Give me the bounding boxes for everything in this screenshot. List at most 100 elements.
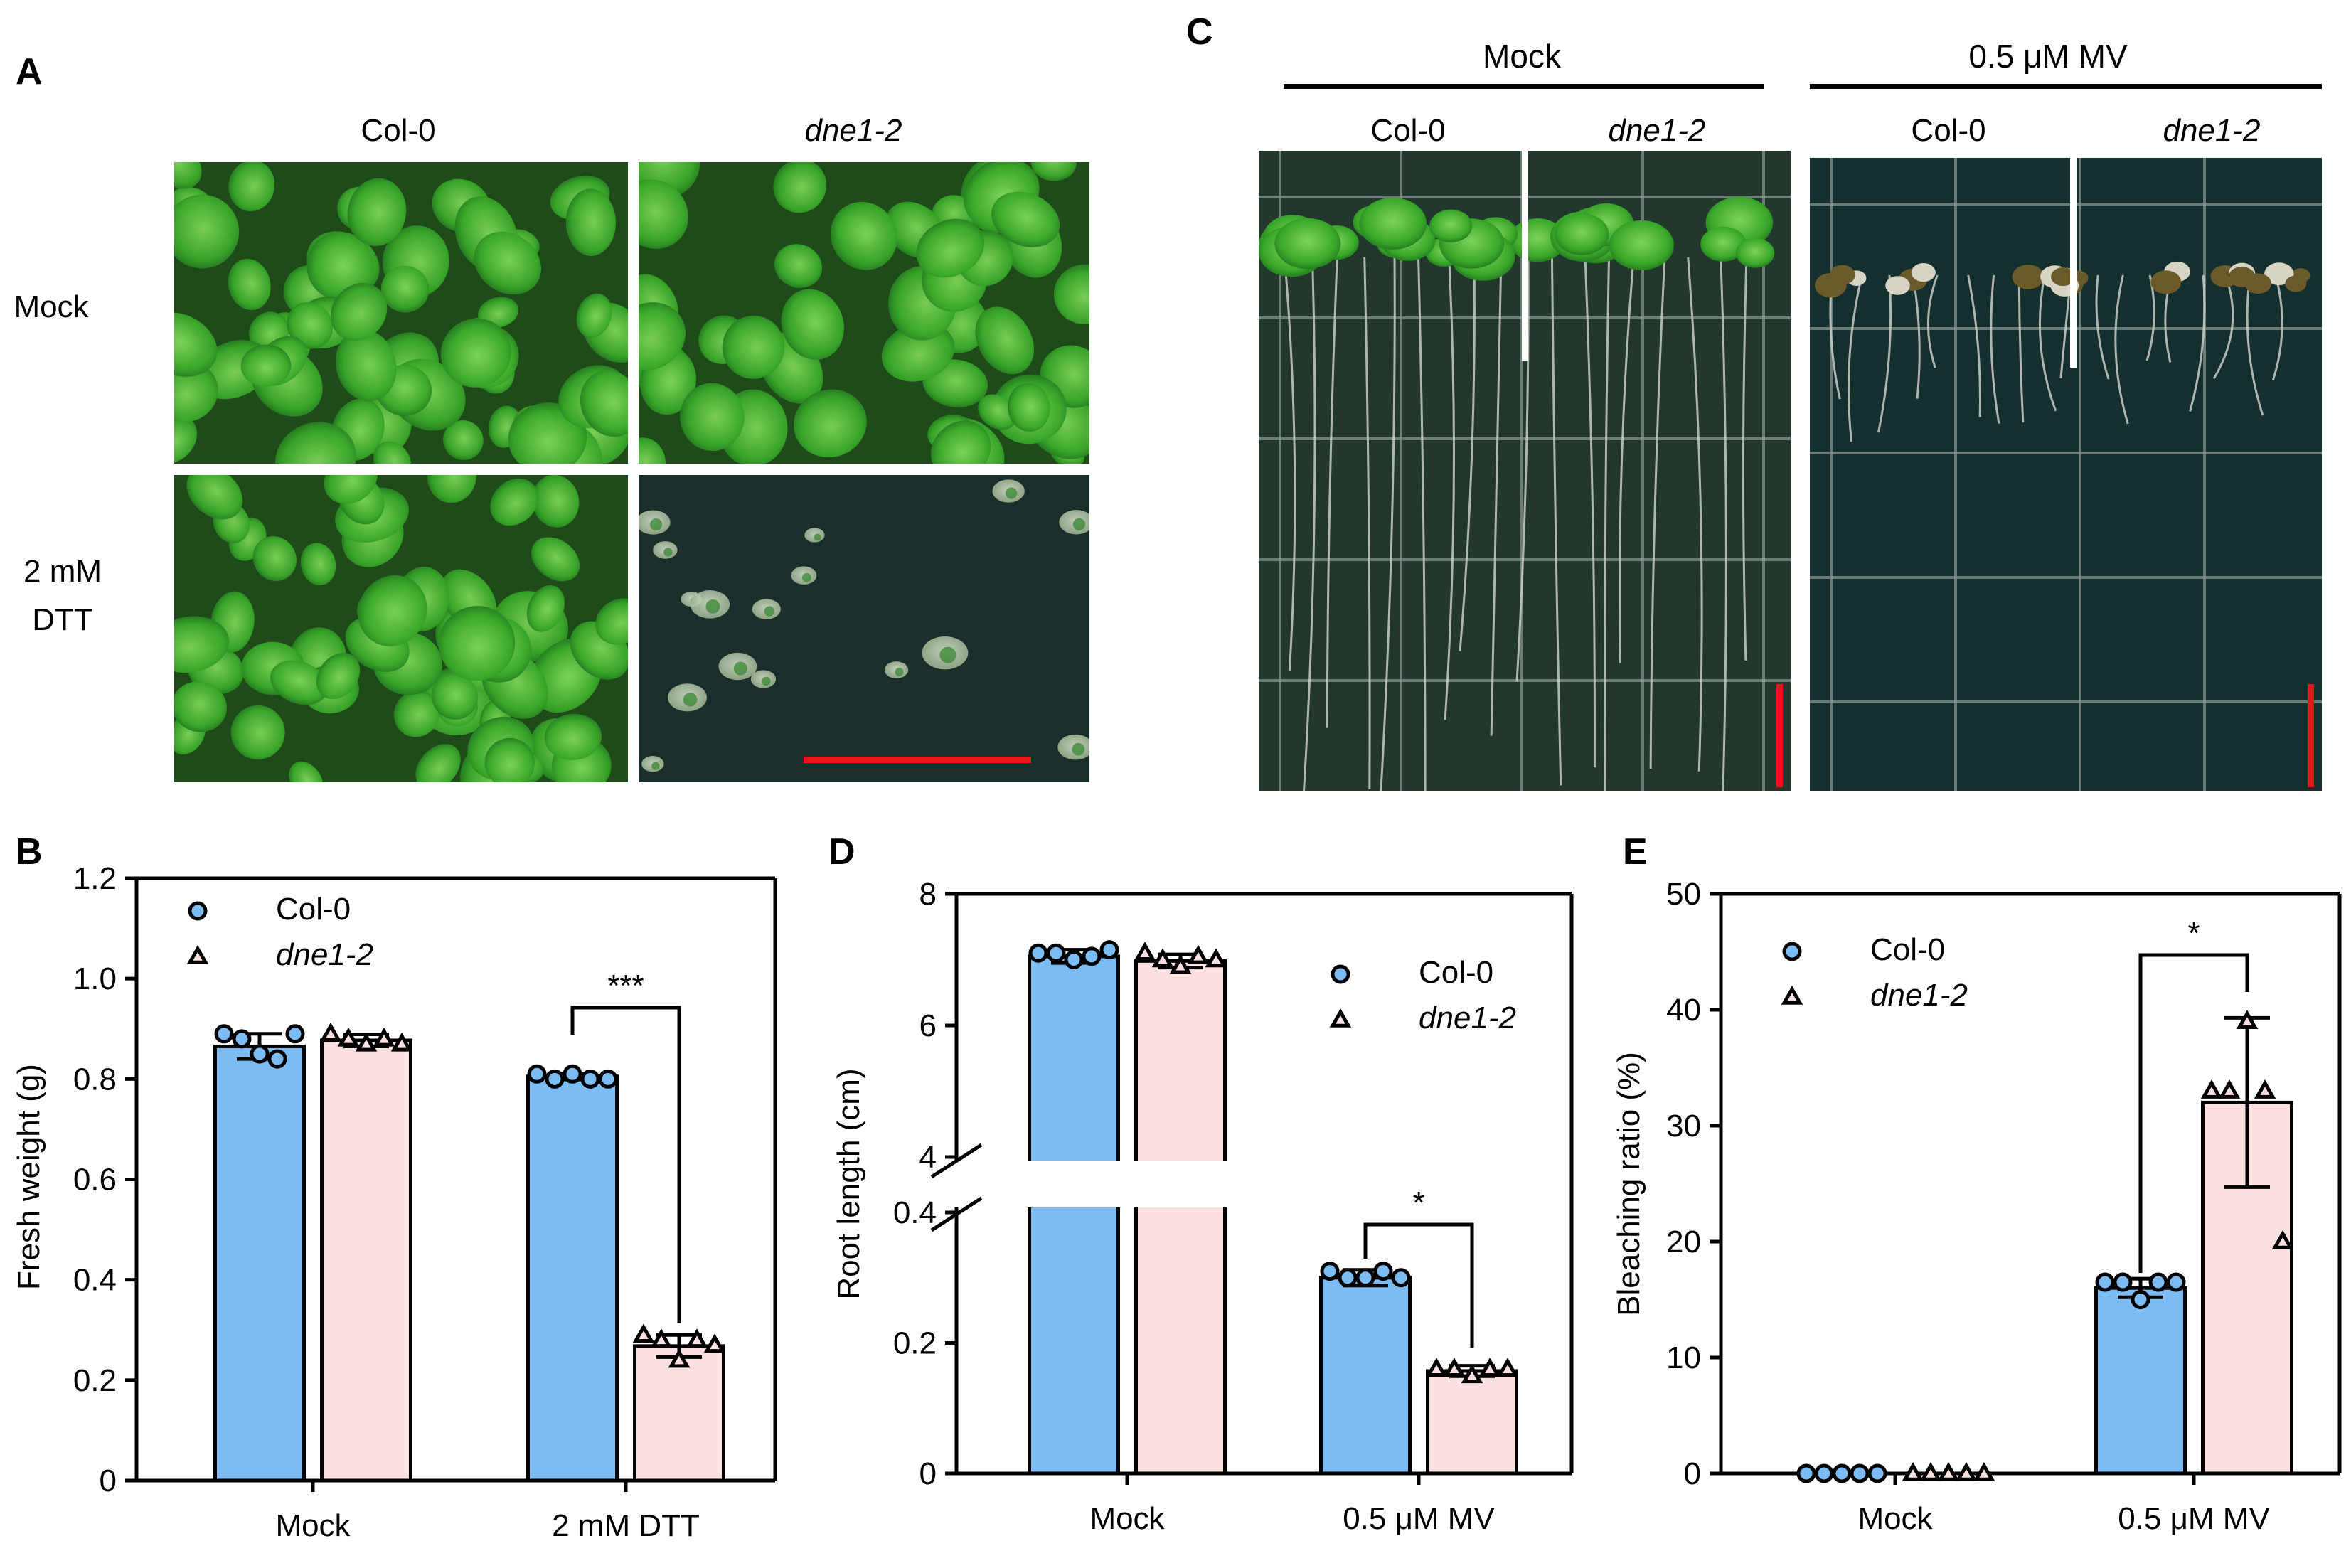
root xyxy=(1720,257,1727,791)
root xyxy=(2271,274,2283,381)
panel-c-col-label-4: dne1-2 xyxy=(2163,113,2260,148)
data-point xyxy=(1338,1268,1358,1288)
seedling-green-core xyxy=(939,646,956,663)
panel-c: C Mock 0.5 μM MV Col-0 dne1-2 Col-0 dne1… xyxy=(1186,11,2322,791)
data-point xyxy=(2131,1290,2150,1309)
panel-letter-c: C xyxy=(1186,11,1213,53)
panel-c-scale-bar xyxy=(1776,684,1783,787)
leaf xyxy=(474,231,541,295)
root xyxy=(1618,257,1635,663)
leaf xyxy=(228,162,275,212)
panel-c-plate xyxy=(1259,151,1791,791)
seedling-green-core xyxy=(651,762,660,770)
legend-marker xyxy=(188,901,208,921)
legend-label: Col-0 xyxy=(1419,955,1493,990)
leaf xyxy=(335,329,397,402)
leaf xyxy=(415,744,461,782)
y-tick-label: 0.2 xyxy=(893,1326,937,1361)
root xyxy=(2017,274,2025,423)
panel-c-group-line-mv xyxy=(1810,84,2322,89)
seedling-green-core xyxy=(649,518,663,531)
data-point xyxy=(214,1024,234,1044)
data-point xyxy=(1902,1461,1924,1481)
data-point xyxy=(1082,946,1102,966)
panel-a-col-label-col0: Col-0 xyxy=(361,113,435,148)
photo-background xyxy=(639,475,1089,782)
data-point xyxy=(650,1328,673,1348)
panel-b-chart: B 0 0.2 0.4 0.6 0.8 1.0 1.2 Fresh weight (g) Mock… xyxy=(11,831,777,1543)
leaf xyxy=(300,543,336,586)
leaf xyxy=(830,201,897,270)
y-tick-label: 0.4 xyxy=(893,1195,937,1230)
shoot xyxy=(2051,267,2076,287)
data-point xyxy=(1867,1463,1887,1483)
shoot xyxy=(2228,267,2256,287)
data-point xyxy=(1028,943,1048,963)
leaf xyxy=(794,389,867,458)
data-point xyxy=(1099,940,1119,960)
y-tick-label: 0 xyxy=(919,1456,937,1491)
panel-a-col-label-dne: dne1-2 xyxy=(804,113,902,148)
shoot xyxy=(1829,265,1855,285)
leaf xyxy=(781,289,844,360)
data-point xyxy=(1461,1364,1483,1384)
data-point xyxy=(580,1069,600,1089)
bar-dne1-2 xyxy=(633,1344,725,1483)
data-point xyxy=(1478,1358,1501,1377)
data-point xyxy=(1134,942,1156,961)
root xyxy=(2114,274,2129,425)
panel-letter-b: B xyxy=(16,831,43,873)
leaf xyxy=(306,231,374,300)
y-tick-label: 10 xyxy=(1666,1340,1701,1375)
shoot xyxy=(1555,213,1609,255)
shoot xyxy=(1359,197,1427,250)
leaf xyxy=(532,475,580,528)
data-point xyxy=(285,1024,305,1044)
panel-letter-d: D xyxy=(828,831,855,873)
data-point xyxy=(668,1348,691,1368)
leaf xyxy=(228,258,271,311)
data-point xyxy=(319,1022,342,1042)
data-point xyxy=(2166,1272,2186,1292)
data-point xyxy=(2271,1230,2294,1249)
data-point xyxy=(1496,1358,1519,1377)
root xyxy=(1847,274,1863,442)
x-tick-label: Mock xyxy=(275,1508,351,1543)
seedling-green-core xyxy=(814,533,821,541)
data-point xyxy=(545,1069,565,1089)
bar-col0 xyxy=(526,1074,619,1483)
leaf xyxy=(978,394,1017,430)
leaf xyxy=(347,178,407,247)
x-tick-label: 2 mM DTT xyxy=(552,1508,700,1543)
data-point xyxy=(1955,1461,1978,1481)
data-point xyxy=(598,1069,618,1089)
y-axis-label: Bleaching ratio (%) xyxy=(1611,1052,1646,1316)
shoot xyxy=(1429,209,1473,242)
root xyxy=(1417,257,1427,791)
data-point xyxy=(390,1032,413,1052)
data-point xyxy=(632,1323,655,1343)
seedling-green-core xyxy=(1006,487,1018,499)
data-point xyxy=(2113,1272,2133,1292)
data-point xyxy=(686,1328,708,1348)
shoot xyxy=(2264,262,2294,286)
legend-marker xyxy=(1782,942,1802,961)
shoot xyxy=(2285,275,2307,292)
leaf xyxy=(773,162,827,213)
y-tick-label: 8 xyxy=(919,877,937,912)
data-point xyxy=(355,1032,378,1052)
panel-a-row-label-mock: Mock xyxy=(14,289,89,324)
data-point xyxy=(1919,1461,1942,1481)
legend-marker xyxy=(1331,964,1350,984)
panel-c-col-label-1: Col-0 xyxy=(1370,113,1445,148)
leaf xyxy=(174,194,240,269)
bar-dne1-2 xyxy=(1426,1369,1518,1476)
plate-divider xyxy=(2070,158,2077,368)
panel-e-chart: E 0 10 20 30 40 50 Bleaching ratio (%) Mock 0.5 μ… xyxy=(1611,831,2342,1536)
leaf xyxy=(230,705,285,760)
leaf xyxy=(595,598,628,645)
bar-dne1-2 xyxy=(1134,959,1227,1476)
leaf xyxy=(975,306,1034,375)
root xyxy=(1515,257,1530,682)
axis-break-mark xyxy=(930,1143,983,1179)
